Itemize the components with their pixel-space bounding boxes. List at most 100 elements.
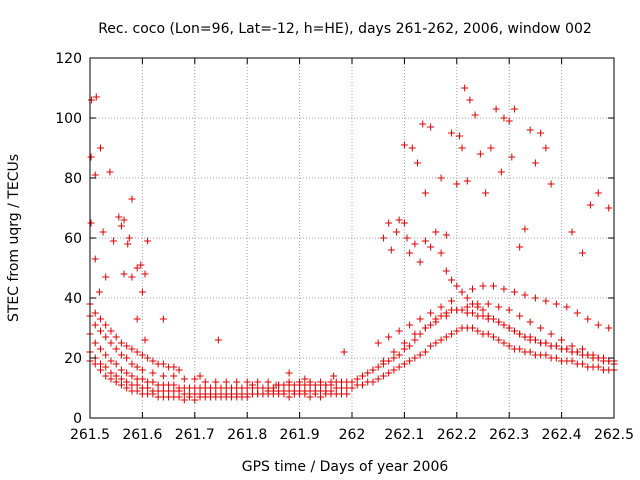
data-point [96,366,104,374]
data-point [128,195,136,203]
data-point [96,327,104,335]
data-point [107,327,115,335]
data-point [497,168,505,176]
data-point [385,219,393,227]
data-point [112,333,120,341]
data-point [510,105,518,113]
data-point [358,381,366,389]
data-point [96,345,104,353]
data-point [516,330,524,338]
data-point [117,339,125,347]
data-point [584,351,592,359]
data-point [427,123,435,131]
data-point [159,315,167,323]
data-point [542,144,550,152]
data-point [489,333,497,341]
data-point [374,375,382,383]
data-points [86,84,618,404]
data-point [112,378,120,386]
x-tick-label: 262.4 [542,427,582,443]
data-point [400,345,408,353]
data-point [432,339,440,347]
data-point [138,366,146,374]
data-point [180,375,188,383]
data-point [379,234,387,242]
data-point [133,348,141,356]
data-point [385,333,393,341]
data-point [393,228,401,236]
data-point [128,360,136,368]
data-point [586,201,594,209]
data-point [317,393,325,401]
data-point [484,300,492,308]
data-point [526,348,534,356]
y-axis-label: STEC from uqrg / TECUs [6,154,22,322]
data-point [120,216,128,224]
data-point [128,345,136,353]
data-point [568,228,576,236]
data-point [348,384,356,392]
data-point [531,336,539,344]
data-point [125,234,133,242]
data-point [411,240,419,248]
data-point [144,354,152,362]
data-point [516,312,524,320]
data-point [115,213,123,221]
data-point [285,369,293,377]
data-point [542,339,550,347]
data-point [537,129,545,137]
data-point [107,369,115,377]
data-point [411,336,419,344]
data-point [495,303,503,311]
data-point [390,366,398,374]
data-point [149,357,157,365]
data-point [390,348,398,356]
x-tick-label: 262.3 [489,427,529,443]
data-point [484,330,492,338]
data-point [306,393,314,401]
data-point [88,96,96,104]
data-point [453,306,461,314]
data-point [442,333,450,341]
data-point [432,318,440,326]
data-point [495,336,503,344]
data-point [112,372,120,380]
data-point [159,360,167,368]
data-point [233,378,241,386]
data-point [489,315,497,323]
data-point [175,393,183,401]
data-point [364,369,372,377]
data-point [149,369,157,377]
x-tick-label: 262 [339,427,366,443]
data-point [579,249,587,257]
data-point [141,336,149,344]
x-tick-label: 262.5 [594,427,634,443]
data-point [594,321,602,329]
data-point [123,384,131,392]
data-point [421,324,429,332]
data-point [387,246,395,254]
data-point [296,378,304,386]
data-point [573,309,581,317]
data-point [385,369,393,377]
data-point [343,390,351,398]
data-point [107,357,115,365]
data-point [411,330,419,338]
data-point [91,339,99,347]
data-point [214,336,222,344]
data-point [482,189,490,197]
data-point [400,219,408,227]
data-point [327,378,335,386]
data-point [495,318,503,326]
data-point [92,93,100,101]
y-tick-label: 100 [55,111,82,127]
y-tick-label: 60 [64,231,82,247]
data-point [458,288,466,296]
data-point [516,243,524,251]
data-point [144,237,152,245]
data-point [248,381,256,389]
data-point [133,363,141,371]
data-point [133,387,141,395]
data-point [123,354,131,362]
data-point [500,321,508,329]
